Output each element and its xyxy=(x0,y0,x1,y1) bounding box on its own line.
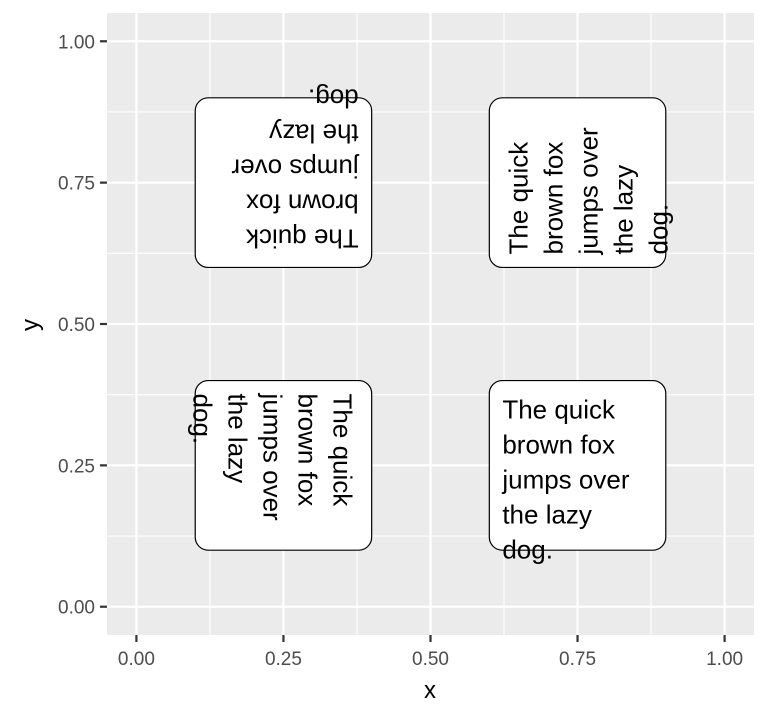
text-box-frame xyxy=(194,379,373,551)
x-tick-label: 0.25 xyxy=(265,649,302,670)
text-box-frame xyxy=(488,97,667,269)
text-box-line: dog. xyxy=(188,394,218,445)
text-box: The quick brown fox jumps over the lazy dog. xyxy=(488,379,667,565)
text-box-line: The quick xyxy=(502,395,616,425)
x-tick-label: 0.50 xyxy=(412,649,449,670)
text-box-line: jumps over xyxy=(573,127,603,255)
text-box-line: brown fox xyxy=(293,394,323,507)
text-box-line: The quick xyxy=(328,394,358,508)
x-axis-title: x xyxy=(424,677,436,704)
x-tick-label: 0.75 xyxy=(559,649,596,670)
text-box-line: dog. xyxy=(308,83,359,113)
text-box-content: The quick brown fox jumps over the lazy dog. xyxy=(501,395,629,565)
y-tick-label: 0.50 xyxy=(58,315,95,336)
text-box-line: dog. xyxy=(643,204,673,255)
y-tick-label: 1.00 xyxy=(58,32,95,53)
text-box-line: jumps over xyxy=(501,465,629,495)
text-box-line: the lazy xyxy=(223,394,253,484)
text-box: The quick brown fox jumps over the lazy dog. xyxy=(194,83,373,269)
text-box-line: brown fox xyxy=(538,142,568,255)
text-box-line: the lazy xyxy=(269,118,359,148)
y-tick-label: 0.75 xyxy=(58,174,95,195)
text-box-line: the lazy xyxy=(608,165,638,255)
text-box-line: jumps over xyxy=(231,153,359,183)
y-axis-title: y xyxy=(17,319,44,331)
text-box-line: jumps over xyxy=(258,393,288,521)
x-tick-label: 0.00 xyxy=(118,649,155,670)
text-box-frame xyxy=(194,97,373,269)
text-box-frame xyxy=(488,379,667,551)
text-box-line: The quick xyxy=(245,223,359,253)
axes: 0.00 0.25 0.50 0.75 1.00 0.00 0.25 0.50 0.75 1.00 xyxy=(58,32,743,670)
text-box-line: the lazy xyxy=(502,500,592,530)
x-tick-label: 1.00 xyxy=(706,649,743,670)
y-tick-label: 0.00 xyxy=(58,598,95,619)
text-box-content: The quick brown fox jumps over the lazy dog. xyxy=(231,83,359,253)
text-box-line: The quick xyxy=(503,141,533,255)
text-box-line: dog. xyxy=(502,535,553,565)
text-box-line: brown fox xyxy=(246,188,359,218)
y-tick-label: 0.25 xyxy=(58,456,95,477)
text-box-line: brown fox xyxy=(502,430,615,460)
